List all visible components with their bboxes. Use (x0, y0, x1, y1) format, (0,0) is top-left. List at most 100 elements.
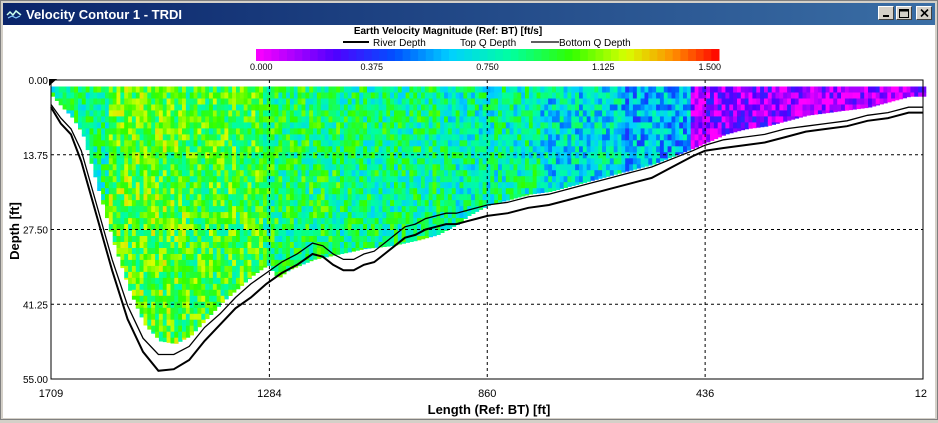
velocity-cell (348, 134, 352, 140)
velocity-cell (232, 110, 236, 116)
velocity-cell (332, 194, 336, 200)
velocity-cell (645, 164, 649, 166)
velocity-cell (124, 188, 128, 194)
velocity-cell (117, 230, 121, 236)
velocity-cell (271, 116, 275, 122)
velocity-cell (510, 99, 514, 105)
velocity-cell (421, 110, 425, 116)
velocity-cell (537, 87, 541, 93)
velocity-cell (109, 230, 113, 232)
velocity-cell (363, 212, 367, 218)
velocity-cell (255, 93, 259, 99)
velocity-cell (167, 110, 171, 116)
velocity-cell (340, 116, 344, 122)
colorbar-segment (426, 49, 434, 61)
velocity-cell (221, 176, 225, 182)
velocity-cell (240, 134, 244, 140)
velocity-cell (356, 146, 360, 152)
velocity-cell (182, 326, 186, 332)
velocity-cell (155, 290, 159, 296)
velocity-cell (548, 110, 552, 116)
velocity-cell (163, 116, 167, 122)
velocity-cell (471, 87, 475, 93)
velocity-cell (841, 99, 845, 105)
velocity-cell (344, 218, 348, 224)
velocity-cell (822, 110, 826, 113)
velocity-cell (147, 128, 151, 134)
velocity-cell (433, 164, 437, 170)
velocity-cell (201, 134, 205, 140)
velocity-cell (490, 182, 494, 188)
velocity-cell (433, 152, 437, 158)
velocity-cell (313, 188, 317, 194)
x-tick-label: 1709 (39, 388, 63, 400)
velocity-cell (540, 87, 544, 93)
velocity-cell (194, 200, 198, 206)
velocity-cell (394, 140, 398, 146)
velocity-cell (278, 134, 282, 140)
velocity-cell (452, 93, 456, 99)
velocity-cell (363, 170, 367, 176)
velocity-cell (460, 116, 464, 122)
maximize-button[interactable] (896, 6, 912, 20)
velocity-cell (479, 170, 483, 176)
velocity-cell (548, 134, 552, 140)
velocity-cell (614, 87, 618, 93)
velocity-cell (117, 206, 121, 212)
velocity-cell (132, 105, 136, 111)
velocity-cell (151, 308, 155, 314)
velocity-cell (471, 170, 475, 176)
velocity-cell (544, 164, 548, 170)
velocity-cell (417, 236, 421, 240)
velocity-cell (201, 230, 205, 236)
velocity-cell (205, 176, 209, 182)
velocity-cell (113, 110, 117, 116)
velocity-cell (240, 260, 244, 266)
velocity-cell (197, 105, 201, 111)
velocity-cell (382, 170, 386, 176)
velocity-cell (128, 122, 132, 128)
velocity-cell (336, 182, 340, 188)
title-bar[interactable]: Velocity Contour 1 - TRDI (3, 3, 935, 25)
velocity-cell (390, 176, 394, 182)
velocity-cell (398, 152, 402, 158)
velocity-cell (556, 176, 560, 182)
velocity-cell (833, 99, 837, 105)
velocity-cell (213, 176, 217, 182)
velocity-cell (467, 158, 471, 164)
velocity-cell (741, 128, 745, 130)
velocity-cell (382, 218, 386, 224)
velocity-cell (375, 200, 379, 206)
velocity-cell (413, 152, 417, 158)
velocity-cell (371, 242, 375, 248)
velocity-cell (313, 140, 317, 146)
velocity-cell (764, 99, 768, 105)
minimize-button[interactable] (878, 6, 894, 20)
velocity-cell (259, 236, 263, 242)
velocity-cell (587, 116, 591, 122)
velocity-cell (641, 146, 645, 152)
velocity-cell (521, 182, 525, 188)
velocity-cell (329, 170, 333, 176)
velocity-cell (664, 105, 668, 111)
velocity-cell (271, 105, 275, 111)
velocity-cell (621, 87, 625, 93)
velocity-cell (575, 146, 579, 152)
velocity-cell (463, 170, 467, 176)
velocity-cell (109, 99, 113, 105)
velocity-cell (899, 87, 903, 93)
velocity-cell (140, 302, 144, 308)
velocity-cell (275, 146, 279, 152)
velocity-cell (506, 194, 510, 200)
velocity-cell (194, 146, 198, 152)
velocity-cell (691, 140, 695, 146)
minimize-icon (882, 10, 890, 17)
velocity-cell (359, 206, 363, 212)
velocity-cell (171, 182, 175, 188)
velocity-cell (517, 99, 521, 105)
velocity-cell (725, 87, 729, 93)
velocity-cell (402, 188, 406, 194)
velocity-cell (186, 182, 190, 188)
close-button[interactable] (916, 6, 932, 20)
